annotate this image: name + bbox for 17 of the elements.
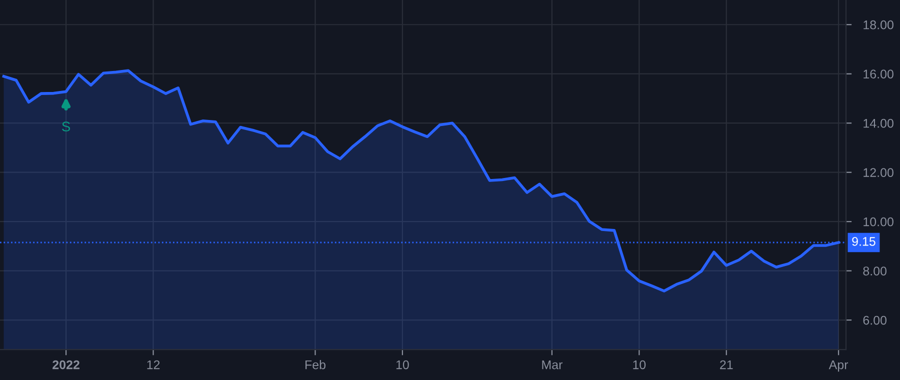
y-tick-label: 6.00 — [863, 316, 887, 325]
y-tick-label: 12.00 — [864, 168, 894, 177]
y-tick-label: 10.00 — [864, 217, 894, 226]
y-tick-label: 18.00 — [864, 20, 894, 30]
y-tick-label: 16.00 — [864, 70, 894, 79]
ref-line-label: 9.15 — [852, 237, 876, 246]
x-tick-label: Mar — [542, 360, 563, 370]
x-tick-label: 10 — [396, 360, 409, 370]
x-tick-label: 12 — [147, 360, 160, 370]
x-tick-label: Apr — [828, 360, 848, 372]
x-tick-label: 2022 — [52, 360, 80, 370]
x-tick-label: Feb — [305, 360, 326, 370]
x-tick-label: 10 — [633, 360, 646, 370]
y-tick-label: 14.00 — [864, 118, 894, 128]
y-tick-label: 8.00 — [863, 266, 887, 276]
annotation: S — [62, 122, 70, 132]
x-tick-label: 21 — [720, 360, 733, 370]
